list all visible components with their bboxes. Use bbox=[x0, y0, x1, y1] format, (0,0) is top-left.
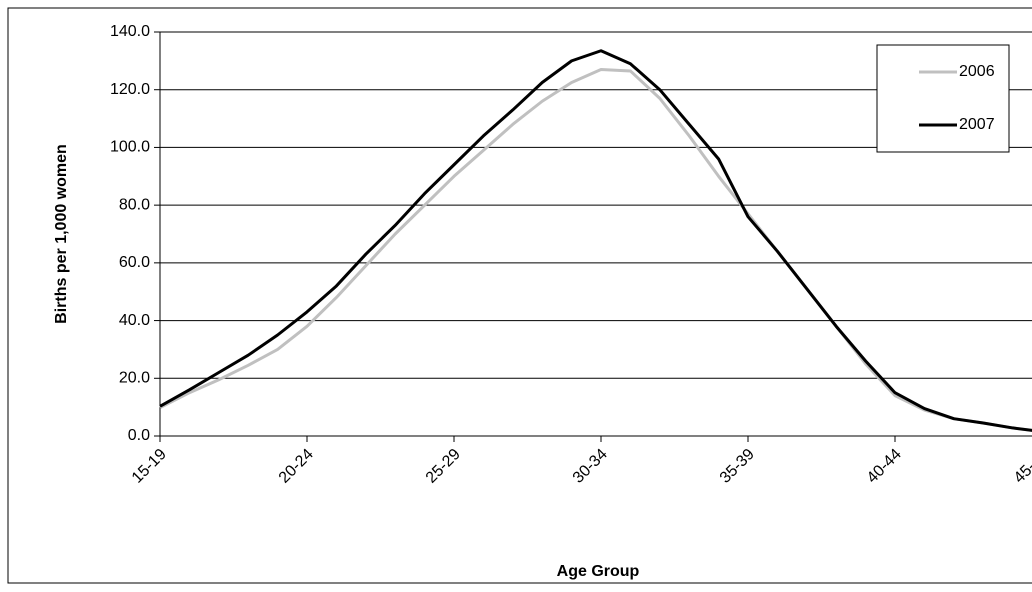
legend-box bbox=[876, 44, 1010, 153]
y-tick-label: 60.0 bbox=[119, 254, 150, 271]
x-axis-title: Age Group bbox=[557, 563, 640, 580]
legend-label: 2007 bbox=[959, 116, 995, 133]
legend-label: 2006 bbox=[959, 63, 995, 80]
y-tick-label: 140.0 bbox=[110, 23, 150, 40]
data-line bbox=[159, 68, 1032, 432]
y-tick-label: 120.0 bbox=[110, 81, 150, 98]
y-axis-title: Births per 1,000 women bbox=[53, 144, 70, 324]
y-tick-label: 0.0 bbox=[128, 427, 150, 444]
y-tick-label: 40.0 bbox=[119, 312, 150, 329]
y-tick-label: 20.0 bbox=[119, 370, 150, 387]
y-tick-label: 100.0 bbox=[110, 139, 150, 156]
y-tick-label: 80.0 bbox=[119, 196, 150, 213]
data-line bbox=[159, 49, 1032, 432]
